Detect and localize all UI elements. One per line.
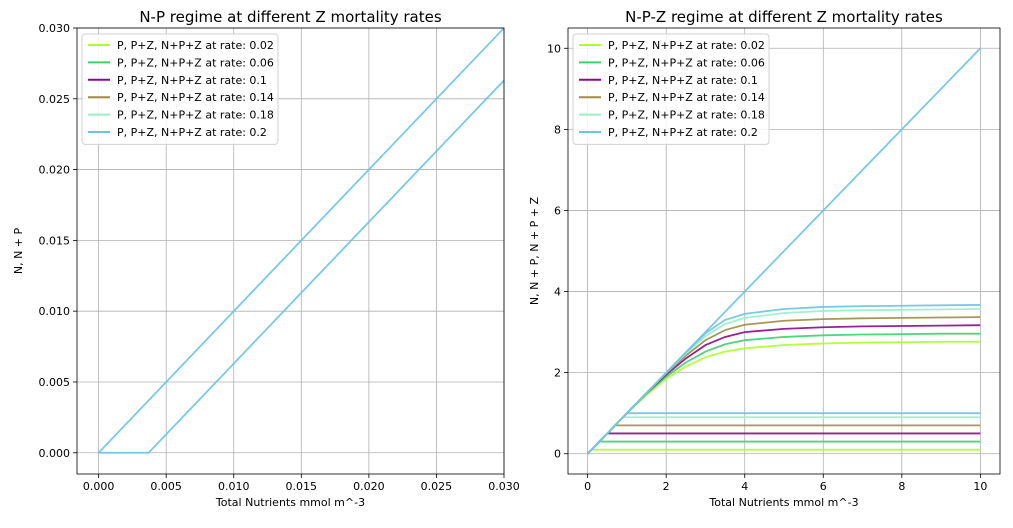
chart1-ytick-label: 10 <box>547 42 561 55</box>
chart0-xlabel: Total Nutrients mmol m^-3 <box>215 496 365 509</box>
chart0-xtick-label: 0.000 <box>83 480 115 493</box>
chart0-series-group <box>97 28 504 454</box>
chart1-ytick-label: 0 <box>554 448 561 461</box>
chart0-series-line-0 <box>97 28 504 454</box>
chart1-xtick-label: 2 <box>663 480 670 493</box>
chart0-xtick-label: 0.010 <box>218 480 250 493</box>
chart-np-regime: N-P regime at different Z mortality rate… <box>12 8 520 509</box>
chart1-legend-label: P, P+Z, N+P+Z at rate: 0.2 <box>608 126 758 139</box>
chart0-ytick-label: 0.000 <box>39 447 71 460</box>
chart1-series-line-7 <box>586 340 981 455</box>
chart1-legend-label: P, P+Z, N+P+Z at rate: 0.02 <box>608 39 765 52</box>
chart1-series-line-5 <box>586 416 981 455</box>
chart1-legend: P, P+Z, N+P+Z at rate: 0.02 P, P+Z, N+P+Z… <box>572 33 770 145</box>
chart1-ytick-label: 6 <box>554 204 561 217</box>
chart0-ytick-label: 0.005 <box>39 376 71 389</box>
chart1-axes-frame <box>567 27 1001 475</box>
chart1-ytick-label: 8 <box>554 123 561 136</box>
chart1-legend-label: P, P+Z, N+P+Z at rate: 0.1 <box>608 74 758 87</box>
chart1-legend-box <box>572 33 770 145</box>
chart0-legend-label: P, P+Z, N+P+Z at rate: 0.14 <box>117 91 274 104</box>
chart0-legend-label: P, P+Z, N+P+Z at rate: 0.18 <box>117 109 274 122</box>
chart1-series-line-1 <box>586 448 981 455</box>
chart1-xtick-label: 10 <box>973 480 987 493</box>
chart1-xtick-label: 6 <box>820 480 827 493</box>
chart0-ytick-label: 0.020 <box>39 164 71 177</box>
chart1-series-line-11 <box>586 308 981 455</box>
chart1-legend-label: P, P+Z, N+P+Z at rate: 0.06 <box>608 56 765 69</box>
chart0-xtick-label: 0.005 <box>150 480 182 493</box>
chart1-series-line-2 <box>586 440 981 455</box>
chart0-ytick-label: 0.010 <box>39 305 71 318</box>
chart1-xtick-label: 8 <box>898 480 905 493</box>
chart0-ytick-label: 0.030 <box>39 22 71 35</box>
chart0-legend-label: P, P+Z, N+P+Z at rate: 0.02 <box>117 39 274 52</box>
chart1-series-line-12 <box>586 304 981 455</box>
chart-npz-regime: N-P-Z regime at different Z mortality ra… <box>528 8 1001 509</box>
chart1-legend-label: P, P+Z, N+P+Z at rate: 0.18 <box>608 109 765 122</box>
chart0-legend-box <box>81 33 279 145</box>
chart0-xtick-label: 0.020 <box>353 480 385 493</box>
chart0-legend-label: P, P+Z, N+P+Z at rate: 0.06 <box>117 56 274 69</box>
chart0-ytick-label: 0.025 <box>39 93 71 106</box>
chart0-ytick-label: 0.015 <box>39 234 71 247</box>
chart1-series-line-3 <box>586 432 981 455</box>
chart0-title: N-P regime at different Z mortality rate… <box>139 8 442 26</box>
chart1-legend-label: P, P+Z, N+P+Z at rate: 0.14 <box>608 91 765 104</box>
chart0-xtick-label: 0.025 <box>421 480 453 493</box>
chart0-ylabel: N, N + P <box>12 227 25 274</box>
chart0-axes-frame <box>76 27 505 475</box>
chart1-xlabel: Total Nutrients mmol m^-3 <box>708 496 858 509</box>
chart0-series-line-1 <box>98 79 504 454</box>
chart0-xtick-label: 0.030 <box>488 480 520 493</box>
chart0-legend: P, P+Z, N+P+Z at rate: 0.02 P, P+Z, N+P+Z… <box>81 33 279 145</box>
chart1-ytick-label: 4 <box>554 286 561 299</box>
chart1-ylabel: N, N + P, N + P + Z <box>528 196 541 305</box>
chart0-xtick-label: 0.015 <box>286 480 318 493</box>
chart1-title: N-P-Z regime at different Z mortality ra… <box>625 8 943 26</box>
chart1-ytick-label: 2 <box>554 367 561 380</box>
chart1-xtick-label: 0 <box>584 480 591 493</box>
chart0-legend-label: P, P+Z, N+P+Z at rate: 0.1 <box>117 74 267 87</box>
chart0-legend-label: P, P+Z, N+P+Z at rate: 0.2 <box>117 126 267 139</box>
chart1-series-group <box>586 47 982 455</box>
chart1-xtick-label: 4 <box>741 480 748 493</box>
